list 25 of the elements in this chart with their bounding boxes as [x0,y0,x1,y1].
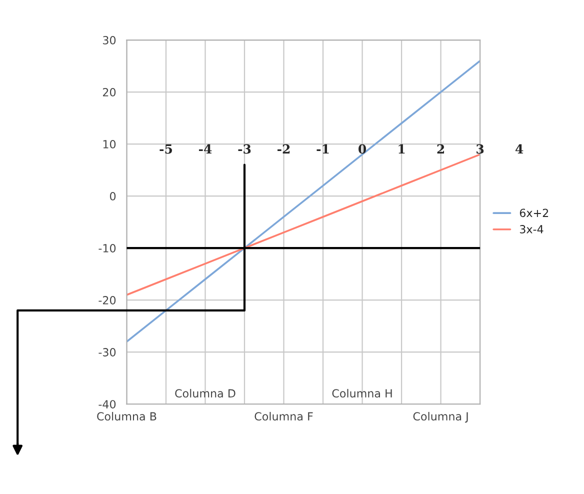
annotation: -4 [198,144,212,154]
legend-label: 6x+2 [520,208,548,218]
annotation: -1 [316,144,329,154]
text: 4 [515,144,524,154]
legend-label: 3x-4 [520,225,544,234]
y-tick-label: 10 [103,140,116,148]
x-tick-label: Columna B [97,412,156,421]
y-tick-label: -20 [98,296,116,304]
y-tick-label: -40 [98,400,116,408]
y-tick-label: 30 [103,36,116,44]
y-tick-label: 0 [110,192,116,200]
annotation: 1 [398,144,405,154]
annotation: -3 [238,144,251,154]
annotation: -2 [277,144,290,154]
y-tick-label: 20 [102,88,116,96]
x-tick-label: Columna J [413,412,468,423]
annotation: 3 [476,144,484,154]
x-tick-label: Columna D [175,388,236,398]
x-tick-label: Columna H [332,388,392,398]
y-tick-label: -10 [98,244,116,252]
annotation: -5 [160,144,172,154]
x-tick-label: Columna F [254,412,313,421]
annotation: 2 [437,144,444,154]
y-tick-label: -30 [98,348,116,356]
annotation: 0 [358,144,366,154]
